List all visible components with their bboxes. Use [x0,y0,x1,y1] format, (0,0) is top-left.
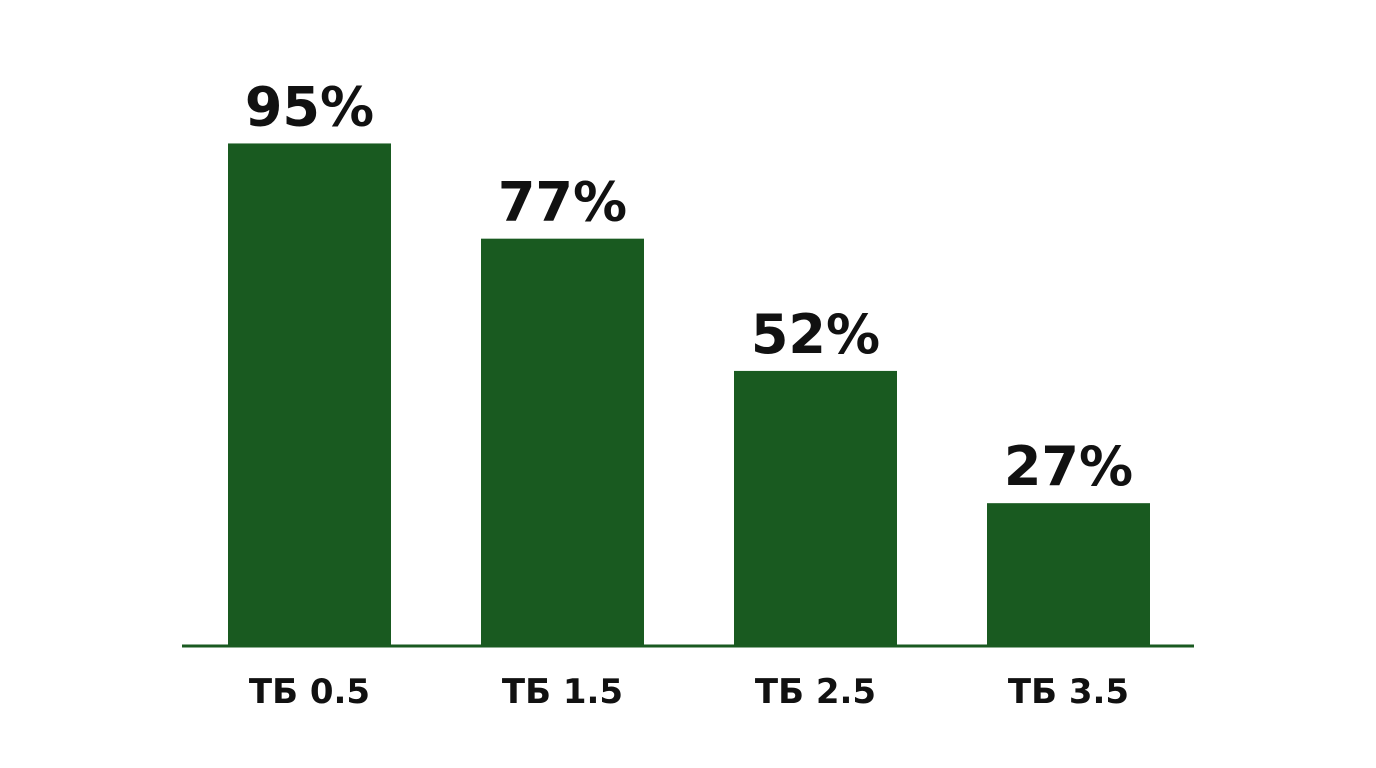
value-label: 77% [498,171,627,234]
bar [481,238,644,647]
x-tick-label: ТБ 0.5 [249,672,370,712]
bar [228,143,391,646]
value-label: 95% [245,75,374,138]
x-tick-label: ТБ 3.5 [1008,672,1129,712]
bar [987,503,1150,646]
value-label: 27% [1004,435,1133,498]
x-tick-label: ТБ 1.5 [502,672,623,712]
x-tick-label: ТБ 2.5 [755,672,876,712]
bar [734,370,897,646]
value-label: 52% [751,303,880,366]
